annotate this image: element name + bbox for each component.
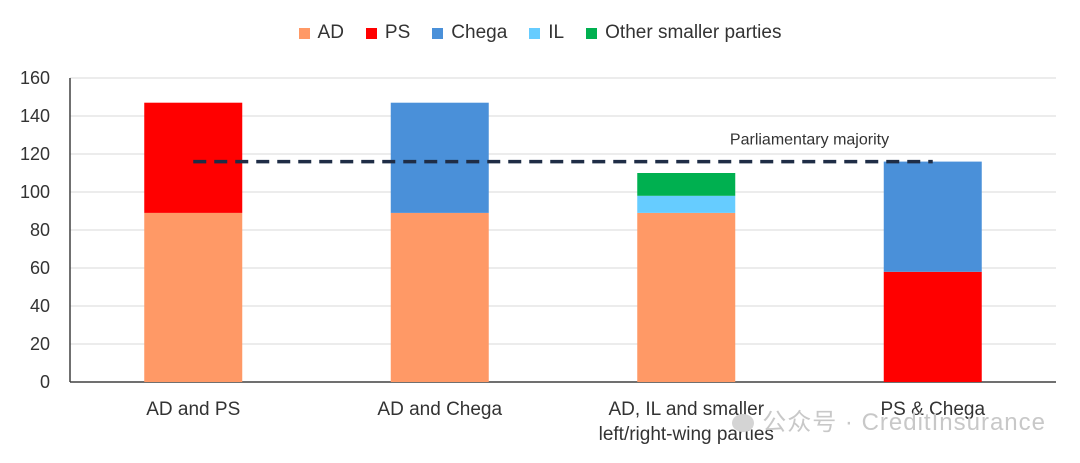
bar-segment-il xyxy=(637,195,736,213)
x-category-label: PS & Chega xyxy=(880,399,985,420)
bar-segment-ad xyxy=(390,212,489,382)
legend-swatch xyxy=(586,27,598,39)
x-category-label: AD, IL and smaller xyxy=(608,399,764,420)
legend-item: AD xyxy=(298,22,344,44)
x-category-label: AD and Chega xyxy=(377,399,502,420)
legend-swatch xyxy=(529,27,541,39)
legend-label: PS xyxy=(384,22,411,43)
y-tick-label: 140 xyxy=(20,106,50,126)
majority-line-label: Parliamentary majority xyxy=(730,132,889,149)
legend-item: IL xyxy=(529,22,564,44)
legend-label: Chega xyxy=(451,22,508,43)
y-tick-label: 60 xyxy=(30,258,50,278)
bar-segment-ps xyxy=(883,271,982,382)
x-category-label: left/right-wing parties xyxy=(599,424,774,445)
y-tick-label: 80 xyxy=(30,220,50,240)
y-tick-label: 160 xyxy=(20,68,50,88)
y-tick-label: 120 xyxy=(20,144,50,164)
legend-swatch xyxy=(432,27,444,39)
wechat-icon xyxy=(732,414,755,432)
watermark: 公众号 · CreditInsurance xyxy=(732,402,1046,437)
legend-swatch xyxy=(298,27,310,39)
bar-segment-ad xyxy=(144,212,243,382)
legend-label: IL xyxy=(548,22,565,43)
y-tick-label: 0 xyxy=(40,372,50,392)
legend-label: Other smaller parties xyxy=(605,22,782,43)
x-category-label: AD and PS xyxy=(146,399,240,420)
y-tick-label: 20 xyxy=(30,334,50,354)
bar-segment-ad xyxy=(637,212,736,382)
bar-segment-other-smaller-parties xyxy=(637,173,736,196)
y-tick-label: 100 xyxy=(20,182,50,202)
bar-segment-chega xyxy=(390,102,489,213)
legend-item: Chega xyxy=(432,22,507,44)
watermark-text: 公众号 · CreditInsurance xyxy=(762,409,1046,436)
bar-segment-chega xyxy=(883,161,982,272)
legend-swatch xyxy=(365,27,377,39)
legend-item: PS xyxy=(365,22,411,44)
chart-legend: AD PS Chega IL Other smaller parties xyxy=(0,20,1080,46)
legend-label: AD xyxy=(317,22,344,43)
legend-item: Other smaller parties xyxy=(586,22,781,44)
bar-segment-ps xyxy=(144,102,243,213)
y-tick-label: 40 xyxy=(30,296,50,316)
